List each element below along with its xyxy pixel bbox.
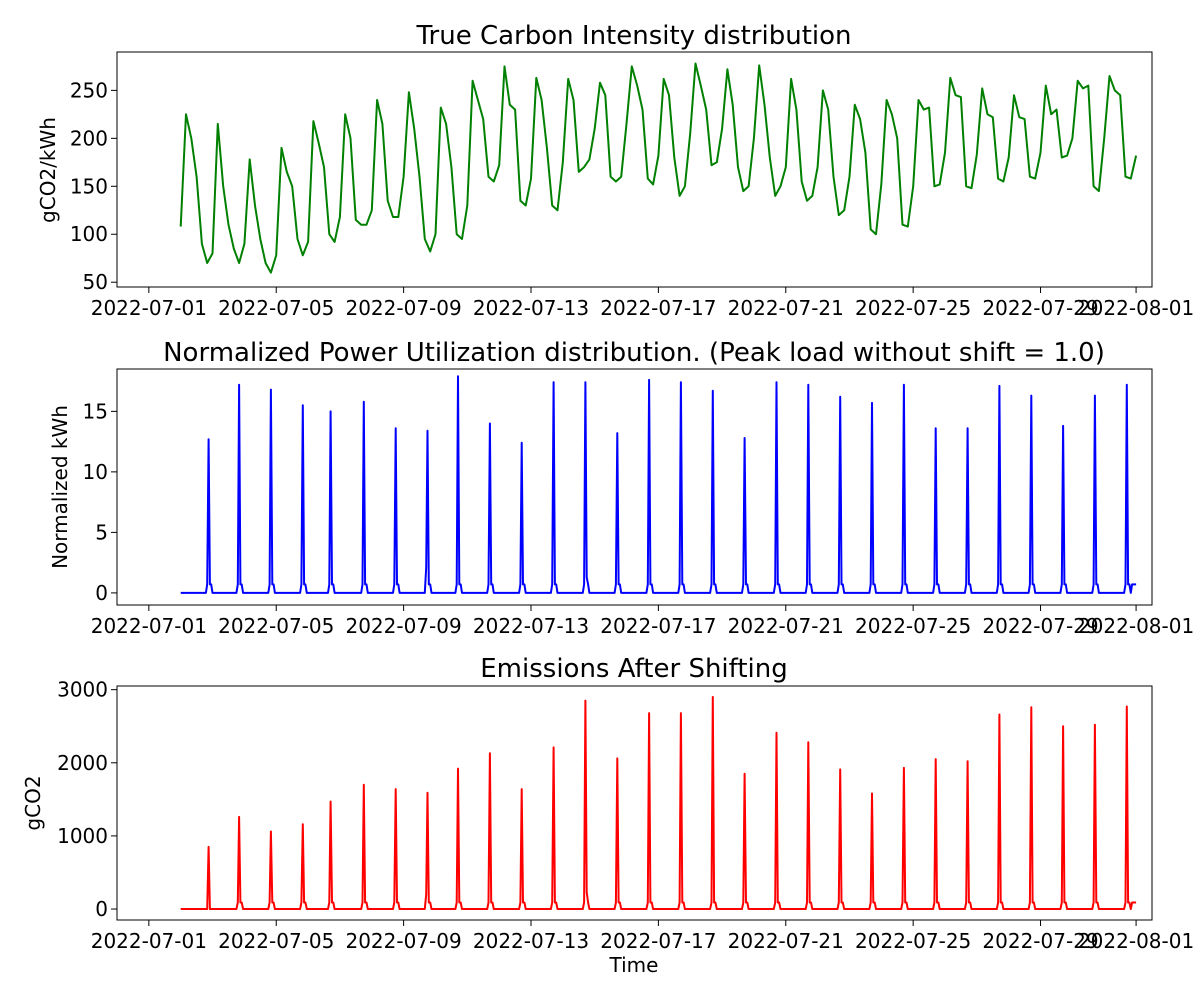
series-group [179, 62, 1138, 274]
y-tick-label: 2000 [57, 751, 108, 775]
x-tick-label: 2022-07-17 [600, 296, 716, 320]
y-tick-label: 100 [70, 222, 108, 246]
plot-area [116, 51, 1153, 288]
tick-group: 0 5 10 15 2022-07-01 2022-07-05 2022-07-09 2022… [83, 399, 1195, 638]
chart-title: True Carbon Intensity distribution [415, 21, 851, 51]
x-tick-label: 2022-07-29 [982, 296, 1098, 320]
series-line [179, 62, 1138, 274]
y-tick-label: 3000 [57, 678, 108, 702]
y-tick-label: 50 [83, 270, 108, 294]
y-tick-label: 5 [95, 520, 108, 544]
x-tick-label: 2022-08-01 [1078, 296, 1194, 320]
chart-panel-emissions: Emissions After Shifting gCO2 0 1000 2000 3… [21, 654, 1194, 977]
tick-group: 50 100 150 200 250 2022-07-01 2022-07-05 2022-0… [70, 78, 1194, 320]
series-group [180, 696, 1137, 910]
x-tick-label: 2022-07-21 [728, 929, 844, 953]
x-tick-label: 2022-07-01 [91, 929, 207, 953]
x-tick-label: 2022-07-05 [218, 296, 334, 320]
chart-title: Emissions After Shifting [480, 654, 788, 684]
plot-area [116, 368, 1153, 606]
plot-area [116, 685, 1153, 921]
series-group [180, 375, 1137, 594]
y-axis-label: Normalized kWh [48, 405, 72, 569]
series-line [180, 696, 1137, 910]
y-tick-label: 0 [95, 897, 108, 921]
x-axis-label: Time [609, 953, 659, 977]
x-tick-label: 2022-07-13 [473, 296, 589, 320]
x-tick-label: 2022-08-01 [1078, 929, 1194, 953]
x-tick-label: 2022-07-29 [982, 614, 1098, 638]
x-tick-label: 2022-07-13 [473, 929, 589, 953]
x-tick-label: 2022-07-09 [345, 614, 461, 638]
series-line [180, 375, 1137, 594]
y-tick-label: 250 [70, 78, 108, 102]
x-tick-label: 2022-08-01 [1078, 614, 1194, 638]
y-tick-label: 15 [83, 399, 108, 423]
y-tick-label: 0 [95, 581, 108, 605]
chart-panel-power: Normalized Power Utilization distributio… [48, 338, 1194, 638]
x-tick-label: 2022-07-01 [91, 296, 207, 320]
x-tick-label: 2022-07-05 [218, 614, 334, 638]
y-tick-label: 10 [83, 460, 108, 484]
x-tick-label: 2022-07-09 [345, 929, 461, 953]
y-tick-label: 150 [70, 174, 108, 198]
x-tick-label: 2022-07-21 [728, 296, 844, 320]
x-tick-label: 2022-07-29 [982, 929, 1098, 953]
x-tick-label: 2022-07-05 [218, 929, 334, 953]
x-tick-label: 2022-07-01 [91, 614, 207, 638]
x-tick-label: 2022-07-25 [855, 614, 971, 638]
y-tick-label: 200 [70, 126, 108, 150]
chart-panel-carbon: True Carbon Intensity distribution gCO2/… [36, 21, 1194, 320]
y-tick-label: 1000 [57, 824, 108, 848]
x-tick-label: 2022-07-25 [855, 929, 971, 953]
x-tick-label: 2022-07-13 [473, 614, 589, 638]
x-tick-label: 2022-07-17 [600, 614, 716, 638]
y-axis-label: gCO2/kWh [36, 117, 60, 223]
x-tick-label: 2022-07-09 [345, 296, 461, 320]
x-tick-label: 2022-07-25 [855, 296, 971, 320]
x-tick-label: 2022-07-17 [600, 929, 716, 953]
x-tick-label: 2022-07-21 [728, 614, 844, 638]
y-axis-label: gCO2 [21, 775, 45, 830]
chart-title: Normalized Power Utilization distributio… [163, 338, 1105, 368]
tick-group: 0 1000 2000 3000 2022-07-01 2022-07-05 2022-07… [57, 678, 1194, 953]
